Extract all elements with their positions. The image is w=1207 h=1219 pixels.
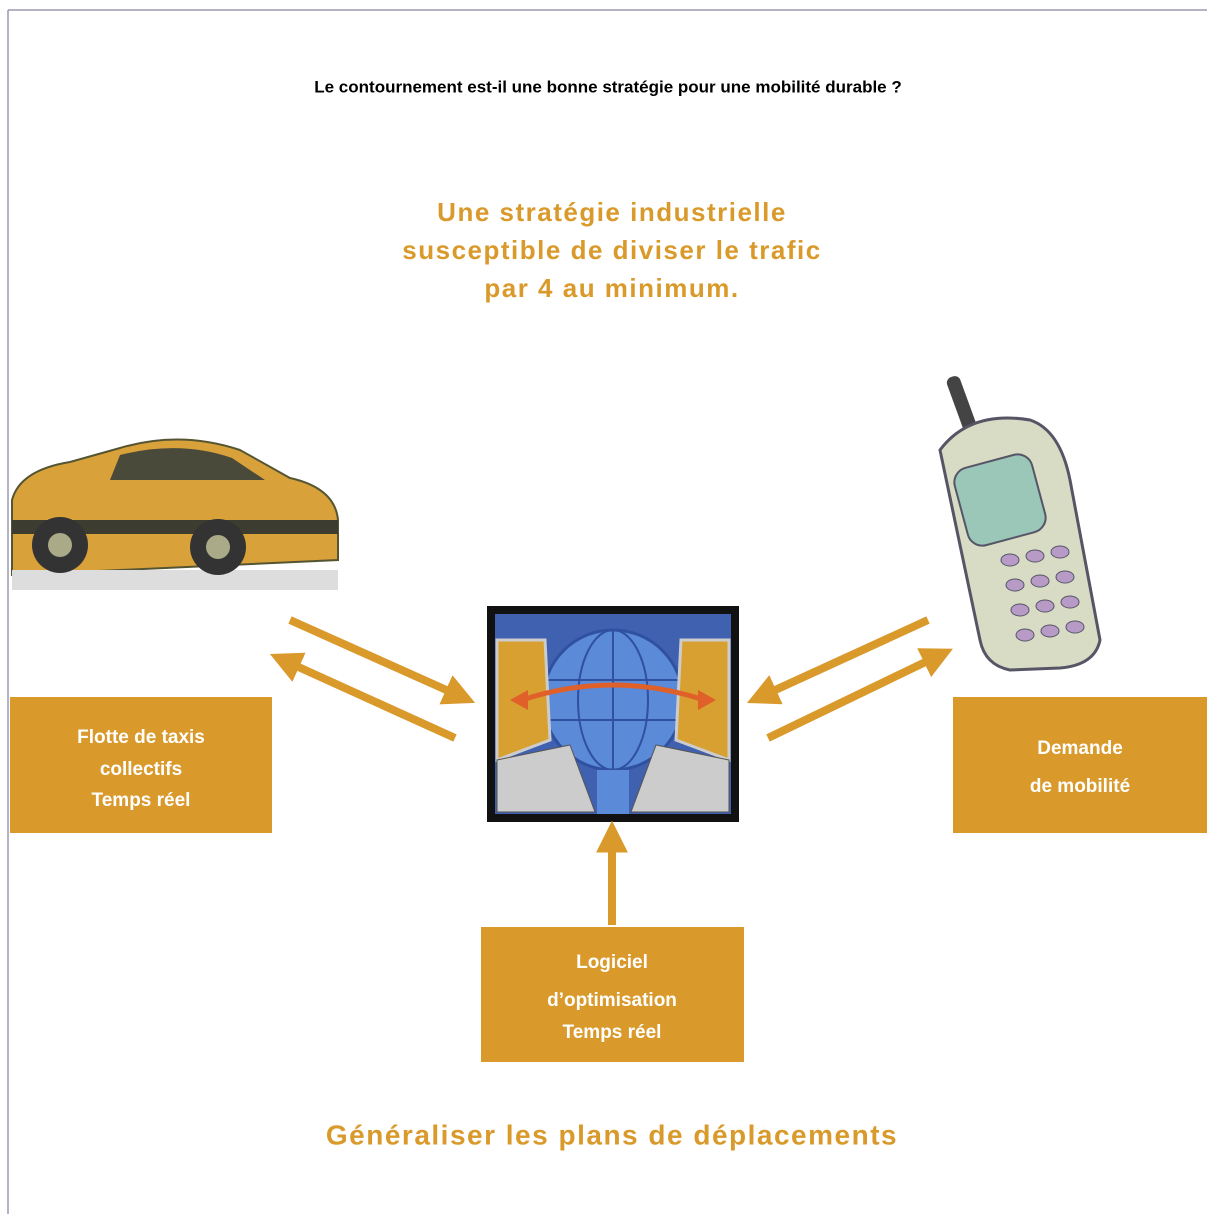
arrow	[760, 620, 928, 697]
headline-line: Une stratégie industrielle	[437, 197, 787, 227]
arrow	[283, 660, 455, 738]
node-label: Demande	[1037, 738, 1123, 759]
node-box	[953, 697, 1207, 833]
page-title: Le contournement est-il une bonne straté…	[314, 77, 902, 96]
node-label: Temps réel	[92, 790, 191, 811]
phone-illustration	[940, 374, 1100, 670]
node-label: d’optimisation	[547, 990, 677, 1011]
node-label: collectifs	[100, 759, 182, 780]
node-label: de mobilité	[1030, 776, 1130, 797]
node-label: Flotte de taxis	[77, 727, 205, 748]
network-icon	[487, 606, 739, 822]
headline-line: par 4 au minimum.	[484, 273, 739, 303]
arrow	[768, 655, 940, 738]
car-illustration	[12, 439, 338, 590]
footer-title: Généraliser les plans de déplacements	[326, 1119, 898, 1150]
arrow	[290, 620, 462, 697]
node-label: Logiciel	[576, 952, 648, 973]
diagram: Le contournement est-il une bonne straté…	[0, 0, 1207, 1214]
headline-line: susceptible de diviser le trafic	[402, 235, 821, 265]
node-label: Temps réel	[563, 1022, 662, 1043]
